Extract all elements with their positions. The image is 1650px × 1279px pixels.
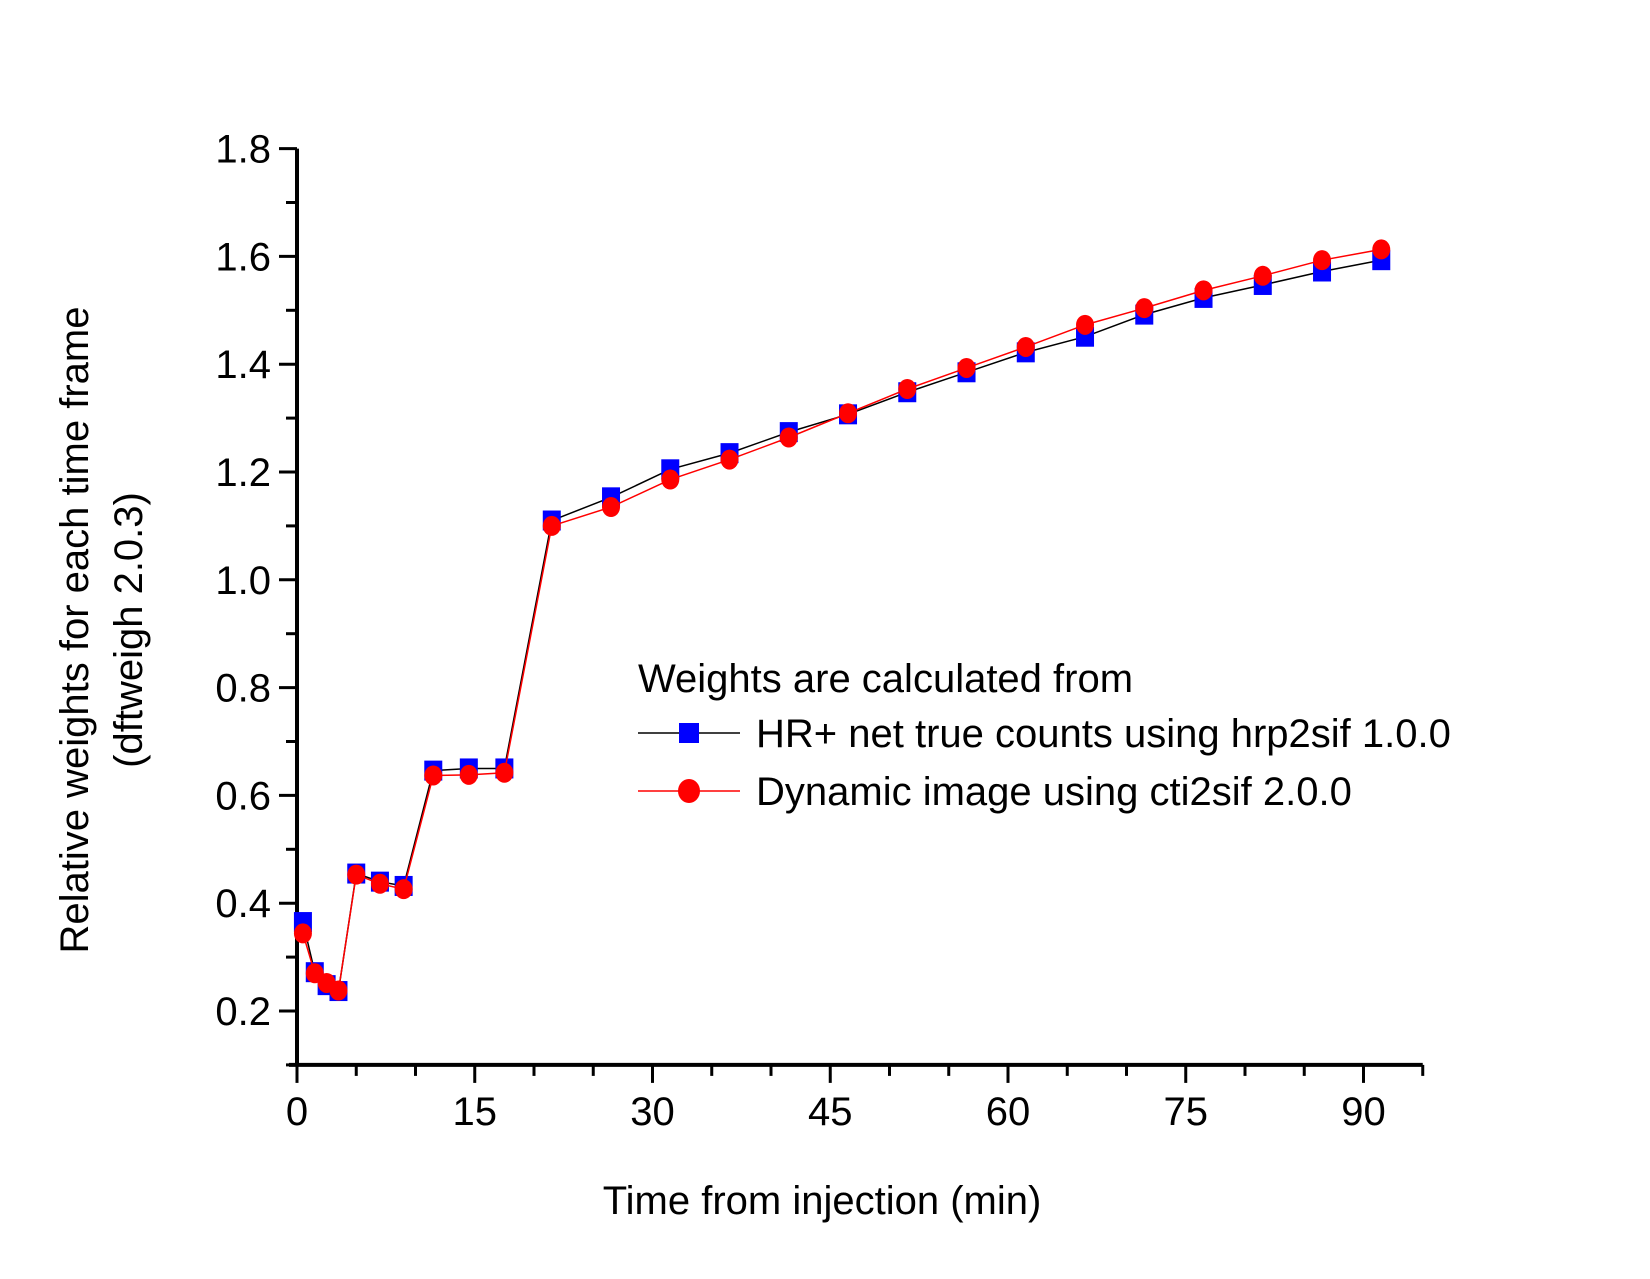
y-axis-title-line1: Relative weights for each time frame <box>53 307 97 954</box>
data-point-circle <box>424 765 443 786</box>
data-point-circle <box>370 873 389 894</box>
data-point-circle <box>602 497 621 518</box>
data-point-circle <box>839 403 858 424</box>
data-point-circle <box>1076 314 1095 335</box>
data-point-circle <box>957 357 976 378</box>
legend-title: Weights are calculated from <box>638 657 1133 701</box>
data-point-circle <box>542 515 561 536</box>
x-axis-title: Time from injection (min) <box>603 1179 1042 1223</box>
x-tick-label: 15 <box>453 1090 498 1134</box>
y-tick-label: 1.2 <box>215 451 271 495</box>
series-hrp2sif <box>293 250 1391 1002</box>
data-point-circle <box>1194 280 1213 301</box>
y-tick-label: 1.0 <box>215 559 271 603</box>
series-line <box>302 259 1382 993</box>
data-point-circle <box>329 980 348 1001</box>
data-point-circle <box>394 879 413 900</box>
legend: Weights are calculated from HR+ net true… <box>638 657 1451 814</box>
data-point-circle <box>1016 336 1035 357</box>
x-tick-label: 45 <box>808 1090 853 1134</box>
data-point-circle <box>1253 265 1272 286</box>
data-point-circle <box>779 427 798 448</box>
axes <box>289 148 1423 1067</box>
series-line <box>302 248 1382 992</box>
data-point-circle <box>1313 250 1332 271</box>
legend-entry-hrp2sif: HR+ net true counts using hrp2sif 1.0.0 <box>638 712 1451 756</box>
legend-label-hrp2sif: HR+ net true counts using hrp2sif 1.0.0 <box>756 712 1451 756</box>
data-point-circle <box>720 449 739 470</box>
legend-entry-cti2sif: Dynamic image using cti2sif 2.0.0 <box>638 770 1352 814</box>
x-tick-label: 0 <box>286 1090 308 1134</box>
y-tick-label: 0.8 <box>215 667 271 711</box>
y-tick-label: 0.6 <box>215 774 271 818</box>
legend-marker-square <box>679 723 699 743</box>
y-tick-label: 0.2 <box>215 990 271 1034</box>
y-tick-label: 1.8 <box>215 128 271 172</box>
data-point-circle <box>1372 239 1391 260</box>
series-cti2sif <box>293 239 1391 1001</box>
x-ticks: 0 15 30 45 60 75 90 <box>286 1064 1425 1134</box>
series-layer <box>293 239 1391 1002</box>
legend-label-cti2sif: Dynamic image using cti2sif 2.0.0 <box>756 770 1352 814</box>
y-ticks: 0.2 0.4 0.6 0.8 1.0 1.2 1.4 1.6 1.8 <box>215 128 297 1067</box>
y-axis-title-line2: (dftweigh 2.0.3) <box>107 492 151 768</box>
data-point-circle <box>898 378 917 399</box>
legend-marker-circle <box>678 779 700 803</box>
x-tick-label: 90 <box>1341 1090 1386 1134</box>
data-point-circle <box>1135 298 1154 319</box>
x-tick-label: 75 <box>1164 1090 1209 1134</box>
y-tick-label: 1.4 <box>215 343 271 387</box>
data-point-circle <box>293 923 312 944</box>
data-point-circle <box>495 762 514 783</box>
y-tick-label: 1.6 <box>215 235 271 279</box>
data-point-circle <box>347 864 366 885</box>
y-tick-label: 0.4 <box>215 882 271 926</box>
data-point-circle <box>661 469 680 490</box>
data-point-circle <box>459 764 478 785</box>
x-tick-label: 60 <box>986 1090 1031 1134</box>
x-tick-label: 30 <box>630 1090 675 1134</box>
